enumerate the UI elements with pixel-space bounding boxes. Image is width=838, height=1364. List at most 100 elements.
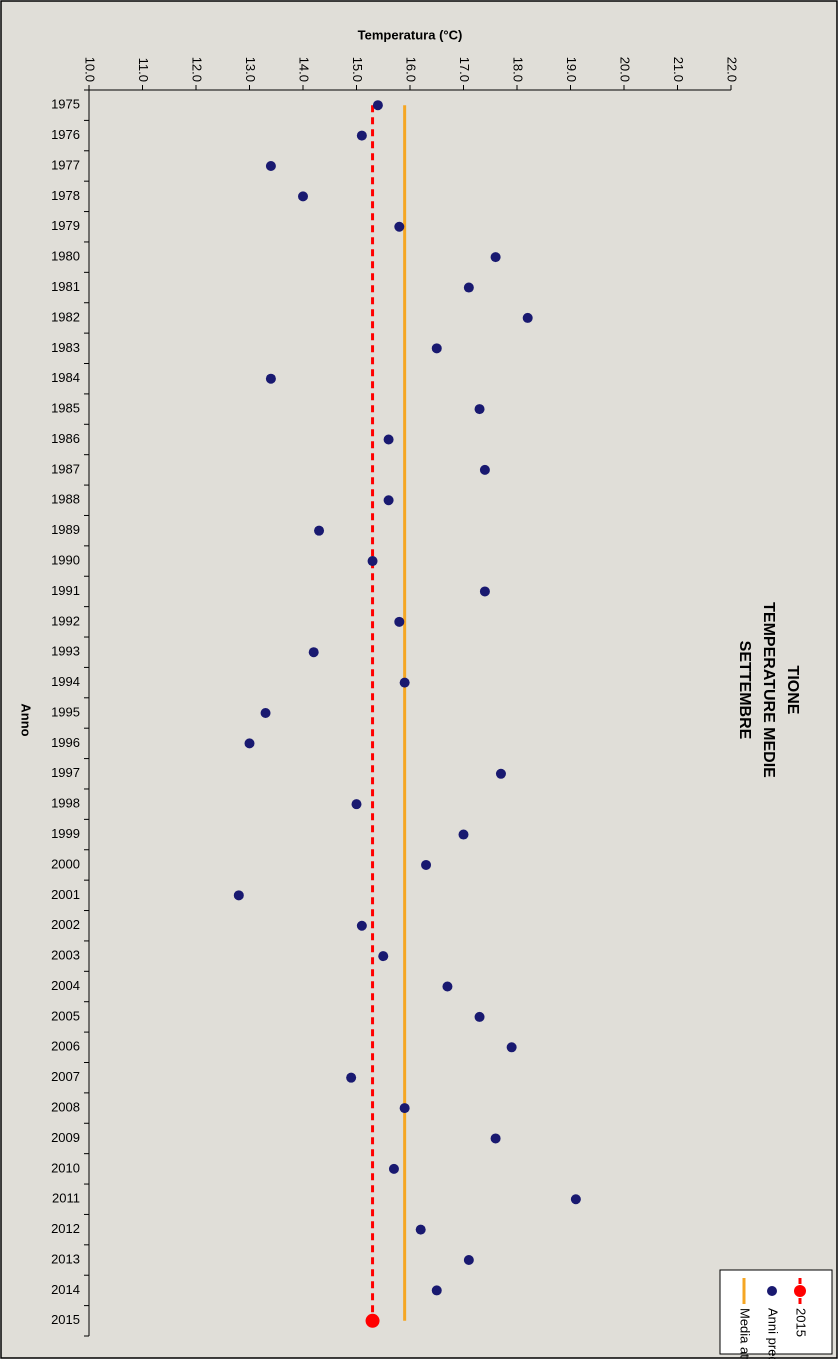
data-point — [308, 647, 319, 658]
x-tick-label: 11.0 — [136, 58, 151, 82]
title-line: TEMPERATURE MEDIE — [760, 602, 777, 778]
data-point — [463, 282, 474, 293]
x-tick-label: 21.0 — [671, 57, 686, 82]
x-tick-label: 22.0 — [725, 57, 740, 82]
y-tick-label: 1980 — [51, 249, 80, 264]
y-tick-label: 1982 — [51, 309, 80, 324]
y-tick-label: 1996 — [51, 735, 80, 750]
data-point — [474, 404, 485, 415]
data-point — [314, 525, 325, 536]
y-tick-label: 1975 — [51, 97, 80, 112]
data-point — [431, 343, 442, 354]
legend-label: 2015 — [794, 1308, 809, 1337]
x-tick-label: 15.0 — [350, 57, 365, 82]
y-tick-label: 2009 — [51, 1130, 80, 1145]
legend-box — [719, 1269, 833, 1355]
x-tick-label: 18.0 — [511, 57, 526, 82]
data-point — [265, 160, 276, 171]
x-tick-label: 14.0 — [297, 57, 312, 82]
y-tick-label: 1993 — [51, 644, 80, 659]
title-line: SETTEMBRE — [736, 641, 753, 740]
y-tick-label: 2012 — [51, 1221, 80, 1236]
data-point — [244, 738, 255, 749]
y-tick-label: 1981 — [51, 279, 80, 294]
data-point — [479, 464, 490, 475]
data-point — [260, 708, 271, 718]
data-point — [372, 100, 383, 111]
data-point — [570, 1194, 581, 1205]
y-tick-label: 1979 — [51, 218, 80, 233]
y-tick-label: 1984 — [51, 370, 80, 385]
data-point — [399, 1103, 410, 1114]
y-tick-label: 1994 — [51, 674, 80, 689]
y-tick-label: 1998 — [51, 796, 80, 811]
data-point — [479, 586, 490, 597]
data-point — [399, 677, 410, 688]
data-point — [351, 799, 362, 810]
data-point — [490, 1133, 501, 1144]
x-tick-label: 16.0 — [404, 57, 419, 82]
x-tick-label: 12.0 — [190, 57, 205, 82]
data-point — [265, 373, 276, 384]
y-tick-label: 1987 — [51, 461, 80, 476]
y-tick-label: 2010 — [51, 1160, 80, 1175]
y-tick-label: 1989 — [51, 522, 80, 537]
legend-label: Anni precedenti — [766, 1308, 781, 1359]
y-tick-label: 1992 — [51, 613, 80, 628]
y-tick-label: 1983 — [51, 340, 80, 355]
y-tick-label: 2007 — [51, 1069, 80, 1084]
data-point — [367, 556, 378, 567]
y-tick-label: 1999 — [51, 826, 80, 841]
data-point — [356, 130, 367, 141]
legend-symbol — [794, 1285, 806, 1297]
x-tick-label: 17.0 — [457, 57, 472, 82]
y-tick-label: 1990 — [51, 552, 80, 567]
data-point — [383, 434, 394, 445]
data-point — [415, 1224, 426, 1235]
y-tick-label: 1997 — [51, 765, 80, 780]
data-point — [388, 1163, 399, 1174]
y-tick-label: 1976 — [51, 127, 80, 142]
x-tick-label: 20.0 — [618, 57, 633, 82]
data-point — [394, 221, 405, 232]
x-tick-label: 13.0 — [243, 57, 258, 82]
data-point — [522, 312, 533, 323]
data-point — [431, 1285, 442, 1296]
y-tick-label: 2014 — [51, 1282, 80, 1297]
y-tick-label: 2004 — [51, 978, 80, 993]
data-point — [378, 951, 389, 962]
y-tick-label: 2011 — [52, 1191, 80, 1206]
title: TIONE TEMPERATURE MEDIE SETTEMBRE — [736, 602, 801, 778]
data-point — [421, 859, 432, 870]
data-point — [356, 920, 367, 931]
y-tick-label: 1985 — [51, 401, 80, 416]
y-axis-title: Anno — [19, 703, 34, 736]
data-point — [495, 768, 506, 779]
y-tick-label: 2002 — [51, 917, 80, 932]
y-tick-label: 2006 — [51, 1039, 80, 1054]
y-tick-label: 2000 — [51, 856, 80, 871]
data-point — [233, 890, 244, 901]
y-tick-label: 2013 — [51, 1251, 80, 1266]
y-tick-label: 2008 — [51, 1100, 80, 1115]
x-axis-title: Temperatura (°C) — [358, 27, 463, 42]
data-point — [490, 252, 501, 263]
data-point — [463, 1255, 474, 1266]
data-point — [442, 981, 453, 992]
data-point — [474, 1011, 485, 1022]
y-tick-label: 2005 — [51, 1008, 80, 1023]
y-tick-label: 1995 — [51, 704, 80, 719]
legend-label: Media attesa — [738, 1308, 753, 1359]
title-line: TIONE — [784, 666, 801, 715]
x-tick-label: 19.0 — [564, 57, 579, 82]
y-tick-label: 2015 — [51, 1312, 80, 1327]
x-tick-label: 10.0 — [83, 57, 98, 82]
data-point — [383, 495, 394, 506]
y-tick-label: 1978 — [51, 188, 80, 203]
data-point — [346, 1072, 357, 1083]
y-tick-label: 1988 — [51, 492, 80, 507]
y-tick-label: 1977 — [51, 157, 80, 172]
